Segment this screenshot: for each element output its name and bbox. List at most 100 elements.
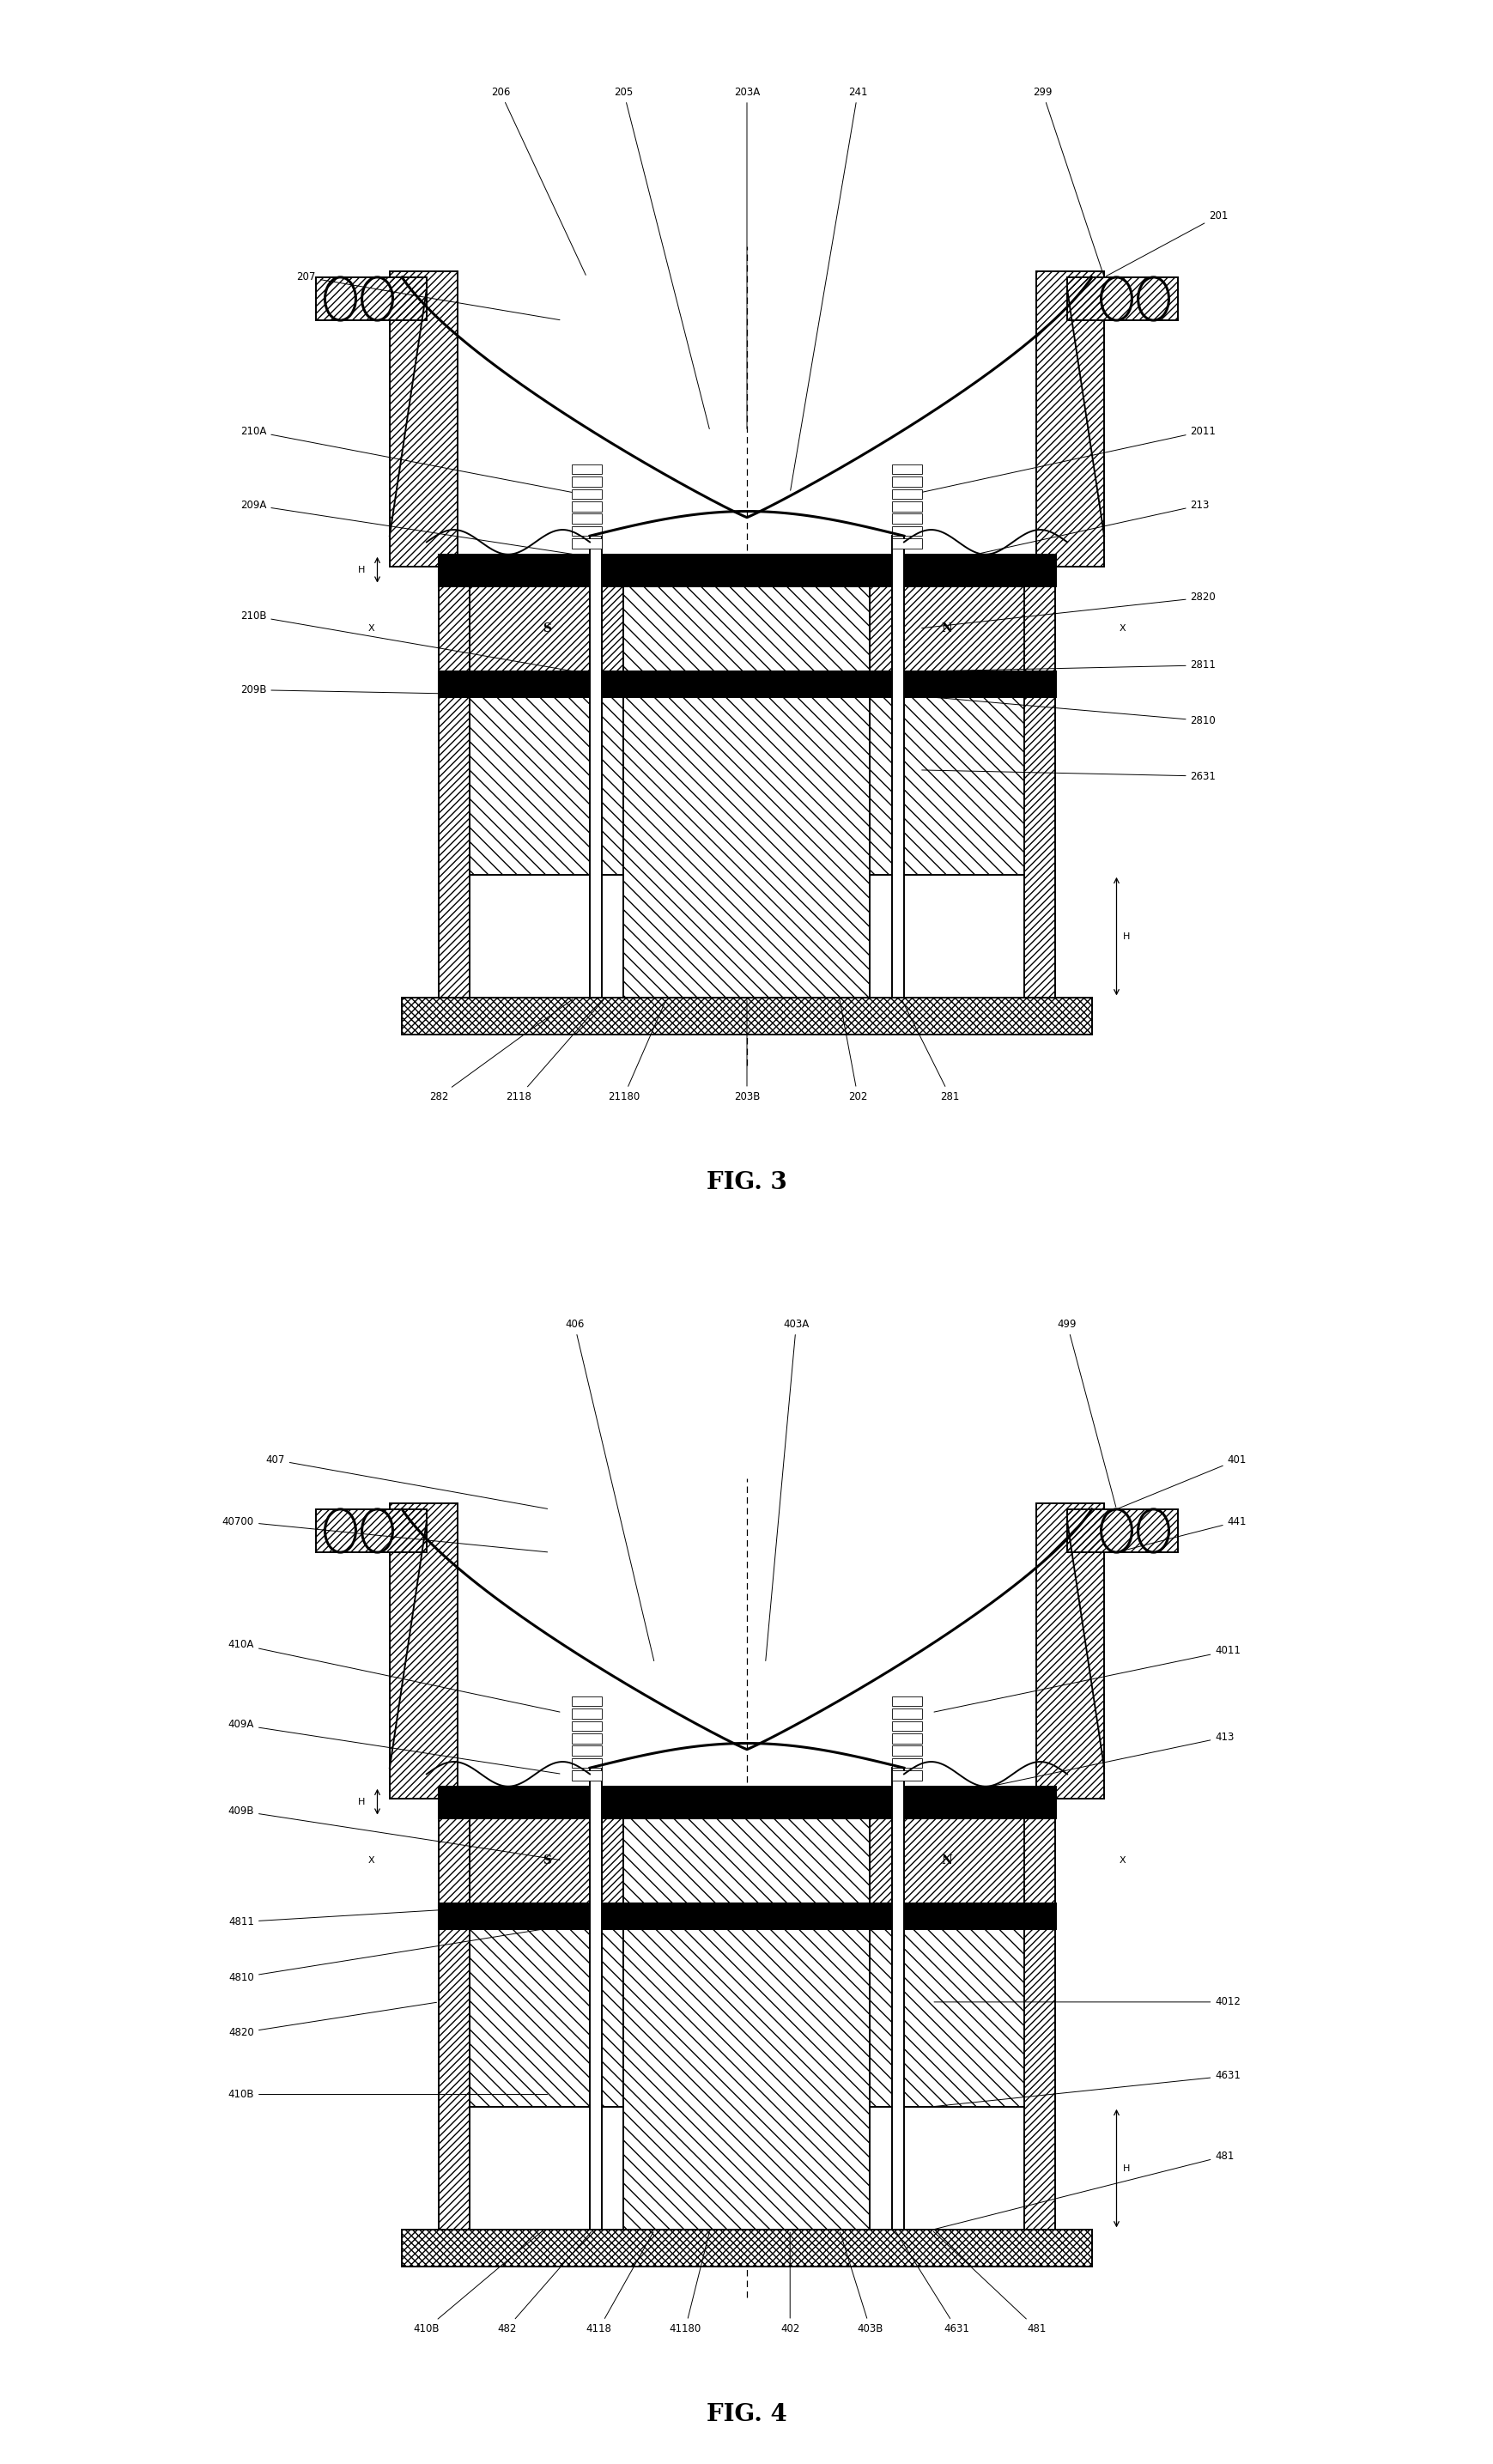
Bar <box>624 1818 869 2230</box>
Bar <box>891 1769 903 2230</box>
Bar <box>469 1927 624 2107</box>
Bar <box>402 2230 1091 2267</box>
Bar <box>315 278 427 320</box>
Bar <box>570 525 602 535</box>
Bar <box>439 586 469 998</box>
Bar <box>315 278 427 320</box>
Text: FIG. 3: FIG. 3 <box>706 1170 787 1195</box>
Text: 2118: 2118 <box>506 1000 603 1101</box>
Bar <box>891 535 903 998</box>
Bar <box>439 1902 1054 1927</box>
Bar <box>1036 1503 1103 1799</box>
Text: 410A: 410A <box>228 1639 560 1712</box>
Text: 4631: 4631 <box>896 2232 969 2333</box>
Text: S: S <box>542 1855 551 1865</box>
Bar <box>570 488 602 498</box>
Text: 4118: 4118 <box>585 2232 652 2333</box>
Bar <box>891 537 923 547</box>
Bar <box>891 463 923 473</box>
Text: 406: 406 <box>564 1318 654 1661</box>
Bar <box>869 1818 1024 1902</box>
Text: X: X <box>1118 623 1126 633</box>
Text: 410B: 410B <box>414 2232 542 2333</box>
Bar <box>570 1722 602 1730</box>
Bar <box>469 586 624 670</box>
Bar <box>570 1735 602 1745</box>
Text: 482: 482 <box>497 2232 591 2333</box>
Text: X: X <box>367 623 375 633</box>
Bar <box>869 586 1024 670</box>
Bar <box>869 697 1024 875</box>
Text: 413: 413 <box>933 1732 1233 1799</box>
Text: N: N <box>941 1855 953 1865</box>
Bar <box>891 1769 923 1779</box>
Bar <box>1036 271 1103 567</box>
Text: 205: 205 <box>614 86 709 429</box>
Text: 206: 206 <box>491 86 585 276</box>
Bar <box>570 1745 602 1754</box>
Text: 402: 402 <box>779 2232 799 2333</box>
Bar <box>891 1735 923 1745</box>
Text: 2811: 2811 <box>921 660 1215 670</box>
Text: 241: 241 <box>790 86 867 490</box>
Text: 481: 481 <box>933 2151 1233 2230</box>
Text: 2820: 2820 <box>921 591 1215 628</box>
Text: 403A: 403A <box>766 1318 809 1661</box>
Text: 4012: 4012 <box>933 1996 1241 2008</box>
Bar <box>869 1818 1024 1902</box>
Bar <box>891 1698 923 1705</box>
Text: 202: 202 <box>839 1000 867 1101</box>
Bar <box>891 488 923 498</box>
Bar <box>469 1927 624 2107</box>
Bar <box>891 515 923 525</box>
Text: N: N <box>941 623 953 633</box>
Bar <box>469 586 624 670</box>
Text: H: H <box>1123 2163 1129 2173</box>
Text: 409B: 409B <box>228 1806 560 1860</box>
Text: H: H <box>1123 931 1129 941</box>
Bar <box>624 1818 869 2230</box>
Text: H: H <box>358 1799 364 1806</box>
Text: 203B: 203B <box>733 1000 760 1101</box>
Bar <box>891 1710 923 1720</box>
Bar <box>1066 1508 1178 1552</box>
Text: 210B: 210B <box>240 611 572 670</box>
Bar <box>624 586 869 998</box>
Text: 281: 281 <box>902 1000 960 1101</box>
Bar <box>469 1818 624 1902</box>
Bar <box>570 1759 602 1769</box>
Text: 207: 207 <box>296 271 560 320</box>
Bar <box>891 476 923 485</box>
Bar <box>624 586 869 998</box>
Bar <box>570 537 602 547</box>
Bar <box>869 1927 1024 2107</box>
Bar <box>570 476 602 485</box>
Bar <box>891 1759 923 1769</box>
Bar <box>469 697 624 875</box>
Bar <box>1066 1508 1178 1552</box>
Bar <box>570 463 602 473</box>
Text: 481: 481 <box>933 2232 1045 2333</box>
Text: 213: 213 <box>921 500 1209 567</box>
Text: 209B: 209B <box>240 685 572 695</box>
Bar <box>891 503 923 513</box>
Text: 209A: 209A <box>240 500 572 554</box>
Bar <box>315 1508 427 1552</box>
Text: 4811: 4811 <box>228 1905 546 1927</box>
Bar <box>590 535 602 998</box>
Bar <box>402 998 1091 1035</box>
Bar <box>1036 1503 1103 1799</box>
Text: 441: 441 <box>1118 1515 1247 1552</box>
Text: 410B: 410B <box>228 2089 546 2099</box>
Bar <box>1066 278 1178 320</box>
Bar <box>570 1710 602 1720</box>
Bar <box>570 1698 602 1705</box>
Bar <box>869 697 1024 875</box>
Text: 4810: 4810 <box>228 1929 546 1984</box>
Bar <box>1024 586 1054 998</box>
Text: FIG. 4: FIG. 4 <box>706 2402 787 2427</box>
Bar <box>402 998 1091 1035</box>
Bar <box>315 1508 427 1552</box>
Bar <box>1024 586 1054 998</box>
Bar <box>390 1503 457 1799</box>
